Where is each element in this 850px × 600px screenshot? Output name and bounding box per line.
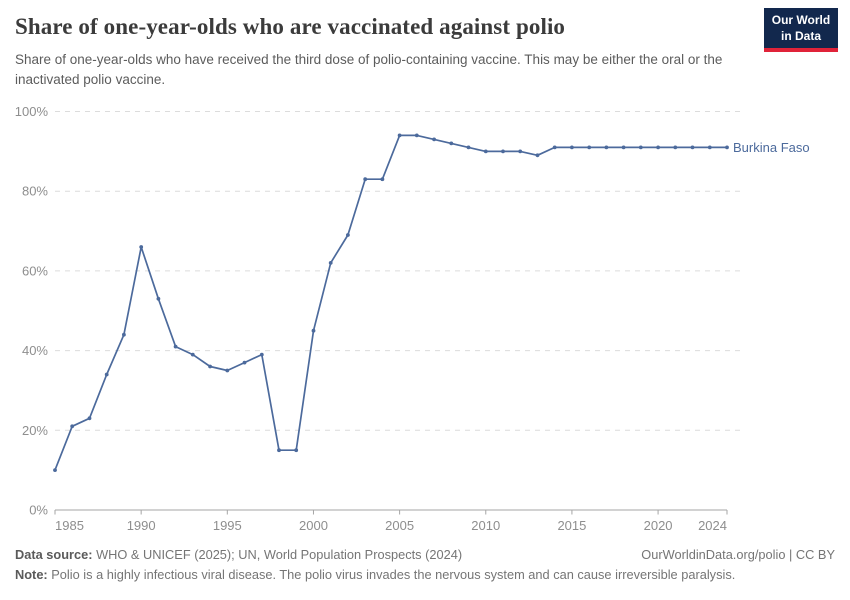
- data-point[interactable]: [277, 448, 281, 453]
- data-point[interactable]: [242, 360, 247, 365]
- owid-logo[interactable]: Our World in Data: [764, 8, 838, 52]
- data-point[interactable]: [259, 352, 264, 357]
- data-point[interactable]: [587, 145, 592, 150]
- datasource-label: Data source:: [15, 547, 93, 562]
- data-point[interactable]: [432, 137, 436, 142]
- data-point[interactable]: [311, 328, 316, 333]
- y-axis-tick-label: 100%: [15, 104, 49, 119]
- owid-logo-line1: Our World: [771, 13, 831, 27]
- data-point[interactable]: [139, 245, 144, 249]
- x-axis-tick-label: 2010: [471, 518, 500, 533]
- data-point[interactable]: [397, 133, 402, 138]
- series-line-burkina-faso[interactable]: [54, 134, 728, 471]
- data-point[interactable]: [414, 133, 419, 138]
- data-point[interactable]: [707, 145, 712, 150]
- data-point[interactable]: [190, 352, 195, 357]
- data-point[interactable]: [225, 368, 230, 373]
- data-point[interactable]: [604, 145, 609, 150]
- data-point[interactable]: [53, 468, 57, 472]
- chart-footer: Data source: WHO & UNICEF (2025); UN, Wo…: [15, 545, 835, 586]
- data-point[interactable]: [638, 145, 643, 150]
- y-axis-tick-label: 80%: [22, 184, 48, 199]
- data-point[interactable]: [208, 364, 213, 369]
- x-axis-tick-label: 2015: [557, 518, 586, 533]
- owid-logo-line2: in Data: [780, 28, 821, 43]
- data-point[interactable]: [104, 372, 109, 377]
- data-point[interactable]: [122, 332, 126, 337]
- footer-row-datasource: Data source: WHO & UNICEF (2025); UN, Wo…: [15, 545, 835, 565]
- y-axis-tick-label: 40%: [22, 343, 48, 358]
- x-axis-tick-label: 2005: [385, 518, 414, 533]
- data-point[interactable]: [466, 145, 471, 150]
- data-point[interactable]: [501, 149, 505, 154]
- chart-area: 0% 20% 40% 60% 80% 100% 1985 1990 1995 2000 2005 20…: [0, 95, 850, 540]
- data-point[interactable]: [156, 296, 161, 301]
- y-axis-tick-label: 0%: [29, 503, 48, 518]
- datasource-text: Data source: WHO & UNICEF (2025); UN, Wo…: [15, 547, 463, 562]
- data-point[interactable]: [173, 344, 178, 349]
- data-point[interactable]: [570, 145, 574, 150]
- data-point[interactable]: [294, 448, 299, 453]
- footer-rights-link[interactable]: OurWorldinData.org/polio | CC BY: [641, 547, 835, 562]
- chart-subtitle: Share of one-year-olds who have received…: [15, 52, 723, 88]
- data-point[interactable]: [363, 177, 368, 182]
- page-title: Share of one-year-olds who are vaccinate…: [15, 14, 566, 39]
- x-axis-tick-label: 2020: [644, 518, 673, 533]
- y-axis-tick-label: 60%: [22, 263, 48, 278]
- x-axis-tick-label: 1985: [55, 518, 84, 533]
- data-point[interactable]: [656, 145, 660, 150]
- note-text: Polio is a highly infectious viral disea…: [47, 567, 736, 583]
- series-entity-label[interactable]: Burkina Faso: [733, 140, 810, 155]
- data-point[interactable]: [621, 145, 626, 150]
- x-axis-tick-label: 1995: [213, 518, 242, 533]
- data-point[interactable]: [449, 141, 454, 146]
- data-point[interactable]: [552, 145, 557, 150]
- data-point[interactable]: [87, 416, 92, 421]
- y-axis-tick-label: 20%: [22, 423, 48, 438]
- data-point[interactable]: [690, 145, 695, 150]
- chart-svg: 0% 20% 40% 60% 80% 100% 1985 1990 1995 2000 2005 20…: [15, 104, 810, 533]
- data-point[interactable]: [328, 261, 333, 265]
- data-point[interactable]: [535, 153, 540, 158]
- footer-row-note: Note: Polio is a highly infectious viral…: [15, 565, 835, 585]
- x-axis-tick-label: 2024: [698, 518, 727, 533]
- data-point[interactable]: [70, 424, 75, 429]
- note-label: Note:: [15, 567, 48, 583]
- x-axis-tick-label: 2000: [299, 518, 328, 533]
- x-axis-tick-label: 1990: [127, 518, 156, 533]
- data-point[interactable]: [380, 177, 385, 182]
- data-point[interactable]: [483, 149, 488, 154]
- data-point[interactable]: [673, 145, 678, 150]
- data-point[interactable]: [346, 233, 350, 237]
- data-point[interactable]: [725, 145, 729, 150]
- data-point[interactable]: [518, 149, 523, 154]
